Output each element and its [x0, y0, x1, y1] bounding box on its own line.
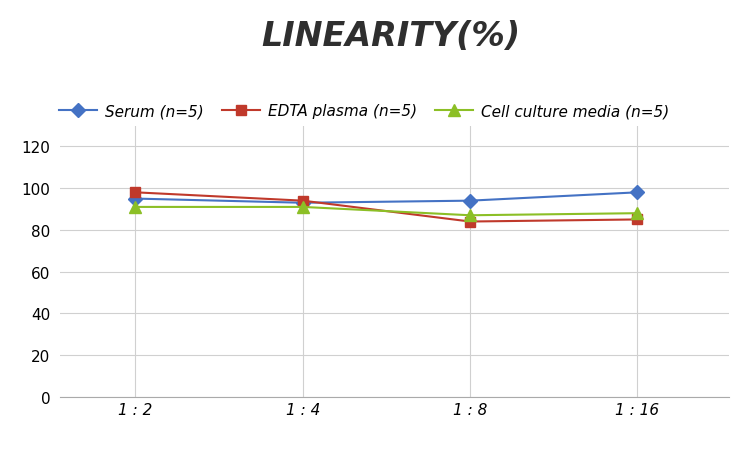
EDTA plasma (n=5) — [131, 190, 140, 196]
Cell culture media (n=5) — [465, 213, 475, 218]
Text: LINEARITY(%): LINEARITY(%) — [262, 19, 520, 53]
Serum (n=5) — [299, 201, 308, 206]
Cell culture media (n=5) — [633, 211, 642, 216]
Serum (n=5) — [131, 197, 140, 202]
EDTA plasma (n=5) — [299, 198, 308, 204]
Cell culture media (n=5) — [131, 205, 140, 210]
Serum (n=5) — [465, 198, 475, 204]
Line: EDTA plasma (n=5): EDTA plasma (n=5) — [131, 188, 642, 227]
EDTA plasma (n=5) — [633, 217, 642, 223]
Legend: Serum (n=5), EDTA plasma (n=5), Cell culture media (n=5): Serum (n=5), EDTA plasma (n=5), Cell cul… — [53, 98, 675, 125]
Serum (n=5) — [633, 190, 642, 196]
Line: Serum (n=5): Serum (n=5) — [131, 188, 642, 208]
Cell culture media (n=5) — [299, 205, 308, 210]
Line: Cell culture media (n=5): Cell culture media (n=5) — [130, 202, 643, 221]
EDTA plasma (n=5) — [465, 219, 475, 225]
